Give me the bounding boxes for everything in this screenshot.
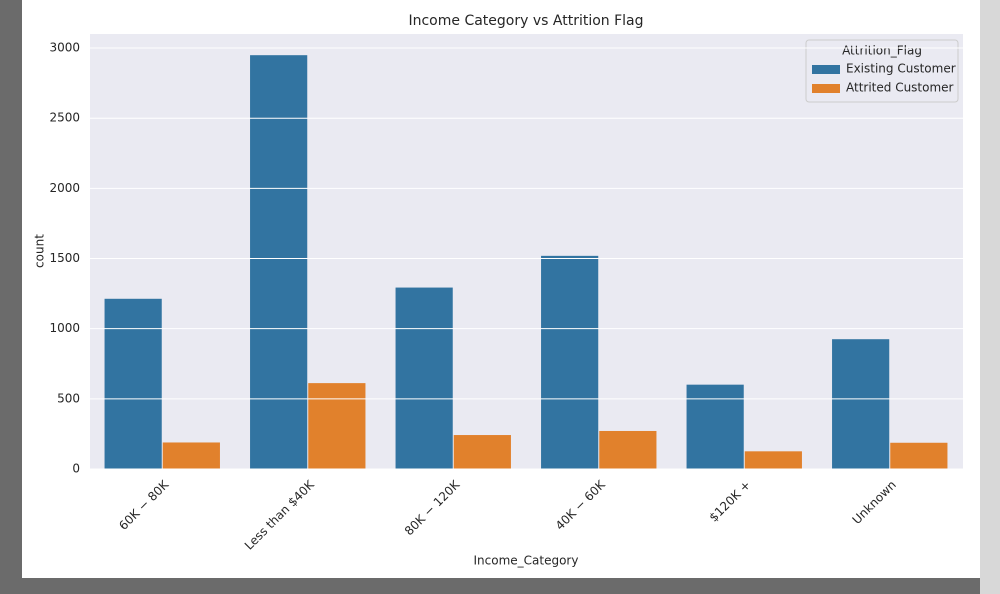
- bar: [453, 435, 511, 469]
- legend: Attrition_Flag Existing Customer Attrited …: [805, 39, 959, 103]
- bar: [744, 451, 802, 469]
- y-tick-label: 500: [57, 391, 80, 405]
- y-tick-label: 0: [72, 462, 80, 476]
- y-axis-label: count: [33, 234, 47, 268]
- bar: [541, 255, 599, 469]
- y-tick-label: 2000: [49, 181, 80, 195]
- bar: [686, 384, 744, 469]
- bars: [104, 55, 948, 469]
- bar: [250, 55, 308, 469]
- legend-label: Existing Customer: [846, 62, 956, 76]
- y-tick-label: 1000: [49, 321, 80, 335]
- legend-title: Attrition_Flag: [842, 44, 922, 58]
- x-axis-label: Income_Category: [474, 554, 579, 568]
- side-strip: [980, 0, 1000, 594]
- plot-area: [90, 34, 963, 469]
- bar: [308, 383, 366, 469]
- y-tick-label: 1500: [49, 251, 80, 265]
- bar: [832, 339, 890, 469]
- y-tick-label: 2500: [49, 111, 80, 125]
- legend-label: Attrited Customer: [846, 81, 954, 95]
- legend-swatch: [812, 84, 840, 93]
- legend-box: [805, 39, 959, 103]
- bar: [599, 430, 657, 469]
- chart-title: Income Category vs Attrition Flag: [408, 13, 643, 29]
- legend-swatch: [812, 65, 840, 74]
- bar: [890, 442, 948, 469]
- y-tick-label: 3000: [49, 41, 80, 55]
- bar: [162, 442, 220, 469]
- bar: [395, 287, 453, 469]
- bar: [104, 298, 162, 469]
